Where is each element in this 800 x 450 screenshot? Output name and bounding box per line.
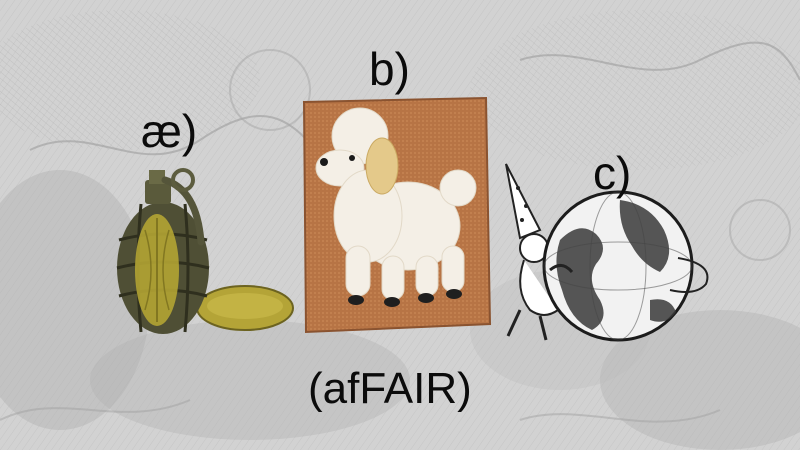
wizard-globe-image (505, 163, 709, 342)
label-c: c) (593, 147, 632, 199)
label-b: b) (369, 43, 410, 95)
caption-text: (afFAIR) (308, 364, 472, 413)
grenade-and-pickle-image (116, 168, 294, 334)
label-a: æ) (141, 105, 198, 157)
poodle-needlepoint-image (302, 96, 492, 334)
